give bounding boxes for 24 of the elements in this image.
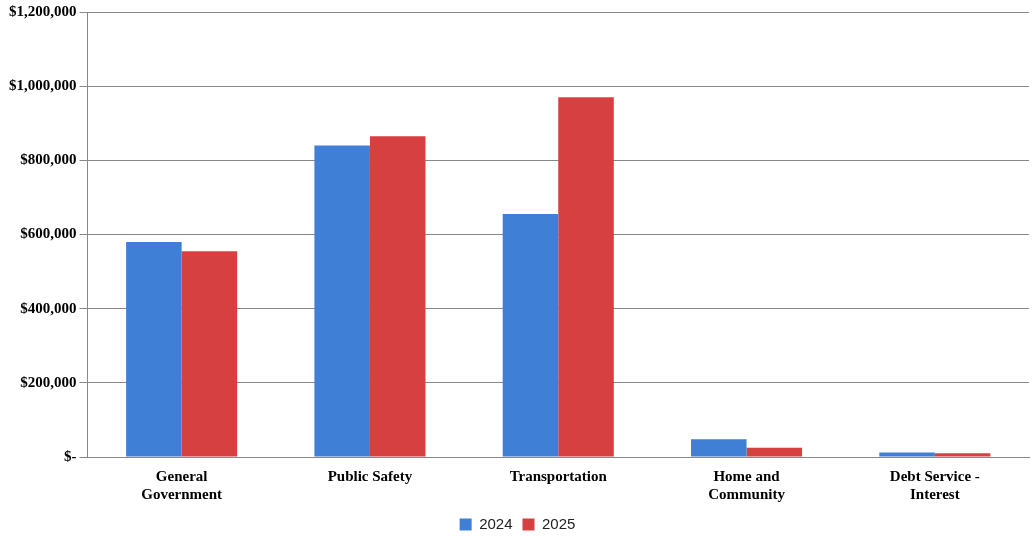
y-tick-label: $200,000 (20, 373, 77, 390)
y-tick-label: $400,000 (20, 299, 77, 316)
bar (314, 145, 370, 457)
legend-label: 2025 (542, 514, 576, 532)
x-tick-label: Home and Community (708, 467, 786, 502)
y-tick-label: $800,000 (20, 151, 77, 168)
bar (934, 453, 991, 457)
bar (879, 452, 935, 457)
legend-label: 2024 (479, 514, 513, 532)
x-tick-label: Transportation (509, 467, 608, 484)
y-tick-label: $600,000 (20, 225, 77, 242)
bar (369, 136, 426, 457)
x-tick-label: General Government (141, 467, 223, 502)
bar (502, 214, 559, 457)
y-tick-label: $- (64, 447, 77, 464)
x-tick-label: Public Safety (327, 467, 413, 484)
x-tick-label: Debt Service - Interest (889, 467, 980, 502)
y-tick-label: $1,200,000 (9, 2, 77, 19)
bar (126, 241, 182, 457)
bar (746, 447, 803, 457)
bar (558, 97, 614, 457)
bar (181, 251, 238, 457)
bar (691, 439, 747, 457)
y-tick-label: $1,000,000 (9, 77, 77, 94)
